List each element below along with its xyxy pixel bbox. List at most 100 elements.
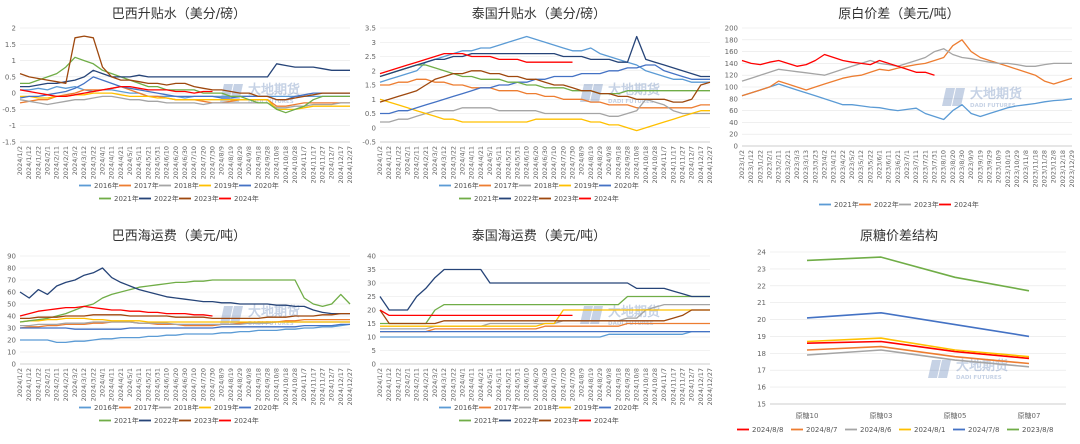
x-tick-label: 2024/8/19	[227, 368, 235, 401]
x-tick-label: 2023/11/28	[1041, 150, 1049, 187]
x-tick-label: 2024/12/17	[337, 368, 345, 405]
x-tick-label: 2024/11/27	[319, 146, 327, 183]
x-tick-label: 2024/5/21	[504, 146, 512, 179]
legend-label: 2024/8/8	[752, 426, 783, 434]
x-tick-label: 2024/1/12	[385, 368, 393, 401]
series-line	[19, 317, 350, 323]
x-tick-label: 2024/2/11	[53, 146, 61, 179]
y-tick-label: -1	[9, 122, 16, 130]
x-tick-label: 2024/3/12	[440, 368, 448, 401]
chart-title: 巴西升贴水（美分/磅）	[112, 6, 246, 22]
x-tick-label: 2024/9/8	[245, 368, 253, 397]
x-tick-label: 2024/3/12	[80, 146, 88, 179]
legend-label: 2023/8/8	[1022, 426, 1053, 434]
y-tick-label: 0.5	[5, 73, 16, 81]
x-tick-label: 2024/3/22	[449, 368, 457, 401]
legend-label: 2020年	[614, 403, 639, 412]
x-tick-label: 2024/12/17	[337, 146, 345, 183]
legend-label: 2024/8/1	[914, 426, 945, 434]
x-tick-label: 2023/9/9	[967, 150, 975, 179]
x-tick-label: 2024/4/21	[477, 146, 485, 179]
x-tick-label: 2024/7/10	[550, 146, 558, 179]
x-tick-label: 2024/10/28	[651, 368, 659, 405]
y-tick-label: 3.5	[365, 25, 376, 33]
x-tick-label: 2024/10/28	[291, 368, 299, 405]
x-tick-label: 2024/4/11	[468, 368, 476, 401]
x-tick-label: 2024/11/27	[319, 368, 327, 405]
series-line	[379, 35, 710, 83]
y-tick-label: 20	[757, 316, 766, 324]
x-tick-label: 2024/11/17	[669, 368, 677, 405]
y-tick-label: 0	[734, 143, 738, 151]
x-tick-label: 2024/10/28	[291, 146, 299, 183]
y-tick-label: 80	[7, 265, 16, 273]
legend-label: 2023年	[554, 194, 579, 203]
x-tick-label: 2024/2/1	[404, 368, 412, 397]
series-line	[19, 76, 350, 101]
series-line	[19, 85, 213, 98]
legend-label: 2022年	[154, 416, 179, 425]
x-tick-label: 2023/6/11	[885, 150, 893, 183]
watermark-subtext: DADI FUTURES	[956, 375, 1002, 381]
legend-label: 2023年	[914, 200, 939, 209]
y-tick-label: 15	[757, 401, 766, 409]
series-line	[20, 63, 350, 88]
series-line	[19, 318, 350, 329]
legend-label: 2021年	[834, 200, 859, 209]
x-tick-label: 2024/10/8	[273, 368, 281, 401]
y-tick-label: 40	[729, 119, 738, 127]
y-tick-label: 5	[372, 347, 376, 355]
legend-label: 2021年	[114, 194, 139, 203]
series-line	[380, 322, 710, 333]
y-tick-label: -0.5	[2, 106, 16, 114]
x-tick-label: 2024/3/2	[431, 146, 439, 175]
x-tick-label: 2024/9/28	[624, 146, 632, 179]
y-tick-label: 1.5	[365, 82, 376, 90]
x-tick-label: 2024/2/21	[422, 368, 430, 401]
legend-label: 2022年	[874, 200, 899, 209]
x-tick-label: 2024/7/30	[569, 146, 577, 179]
y-tick-label: 22	[757, 282, 766, 290]
legend-label: 2017年	[494, 403, 519, 412]
y-tick-label: 1	[372, 96, 376, 104]
series-line	[19, 95, 350, 109]
x-tick-label: 2024/6/10	[523, 146, 531, 179]
x-tick-label: 2023/9/29	[986, 150, 994, 183]
x-tick-label: 2023/10/9	[995, 150, 1003, 183]
x-tick-label: 2024/9/8	[605, 146, 613, 175]
series-line	[806, 256, 1030, 292]
x-tick-label: 2024/6/30	[181, 146, 189, 179]
x-tick-label: 2024/1/22	[34, 146, 42, 179]
series-line	[19, 35, 350, 101]
x-tick-label: 2024/9/18	[614, 146, 622, 179]
x-tick-label: 2024/10/18	[282, 146, 290, 183]
x-tick-label: 2024/12/17	[697, 368, 705, 405]
chart-svg: 原白价差（美元/吨） 0 20 40 60 80 100 120 140 160 180 200 202…	[725, 6, 1076, 209]
y-tick-label: 200	[725, 25, 738, 33]
x-tick-label: 2024/11/17	[669, 146, 677, 183]
series-line	[20, 323, 350, 330]
legend-label: 2016年	[94, 403, 119, 412]
x-tick-label: 2024/4/11	[108, 146, 116, 179]
x-tick-label: 2024/2/11	[53, 368, 61, 401]
x-tick-label: 2024/11/17	[309, 146, 317, 183]
x-tick-label: 2024/8/29	[236, 146, 244, 179]
x-tick-label: 2023/8/20	[949, 150, 957, 183]
x-tick-label: 2024/8/29	[596, 368, 604, 401]
x-tick-label: 2024/8/19	[587, 146, 595, 179]
legend-label: 2021年	[474, 416, 499, 425]
x-tick-label: 2024/4/1	[99, 368, 107, 397]
x-tick-label: 2024/2/21	[62, 368, 70, 401]
legend-label: 2020年	[254, 181, 279, 190]
y-tick-label: 16	[757, 384, 766, 392]
x-tick-label: 2024/3/2	[431, 368, 439, 397]
x-tick-label: 2023/11/8	[1022, 150, 1030, 183]
y-tick-label: 1	[12, 57, 16, 65]
legend-label: 2019年	[214, 403, 239, 412]
x-tick-label: 2024/4/11	[108, 368, 116, 401]
x-tick-label: 2024/6/20	[172, 146, 180, 179]
x-tick-label: 2024/3/22	[449, 146, 457, 179]
